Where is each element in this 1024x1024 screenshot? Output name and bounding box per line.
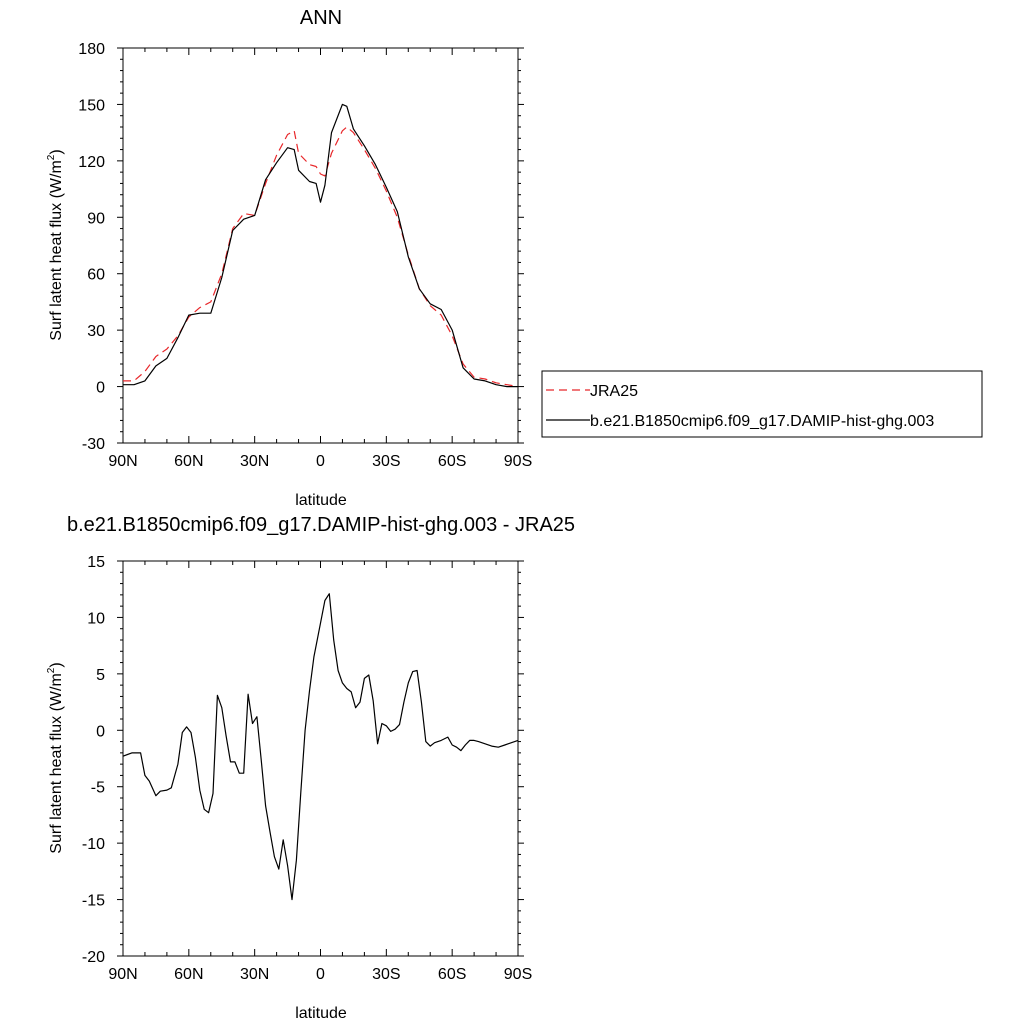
bottom-chart-title: b.e21.B1850cmip6.f09_g17.DAMIP-hist-ghg.… [67,514,575,536]
bottom-x-tick-label: 30S [372,966,400,983]
legend-label-model: b.e21.B1850cmip6.f09_g17.DAMIP-hist-ghg.… [590,413,934,430]
top-series-lines [123,103,519,388]
bottom-x-tick-label: 0 [316,966,325,983]
top-x-tick-label: 60S [438,453,466,470]
top-y-tick-label: 120 [78,154,105,171]
bottom-x-tick-label: 90S [504,966,532,983]
bottom-y-tick-label: 5 [96,667,105,684]
top-x-tick-label: 30S [372,453,400,470]
top-x-tick-label: 0 [316,453,325,470]
bottom-y-tick-label: 0 [96,723,105,740]
bottom-y-tick-label: -5 [91,780,105,797]
bottom-panel: b.e21.B1850cmip6.f09_g17.DAMIP-hist-ghg.… [46,514,575,1022]
top-x-axis-label: latitude [295,492,347,509]
top-x-tick-label: 90S [504,453,532,470]
bottom-x-tick-label: 60N [174,966,203,983]
top-series-line-0 [123,126,519,388]
bottom-y-tick-label: 15 [87,554,105,571]
top-y-tick-label: 30 [87,323,105,340]
top-plot-frame [122,47,519,444]
legend-box [541,370,983,438]
bottom-x-tick-label: 30N [240,966,269,983]
bottom-y-tick-label: -15 [82,893,105,910]
legend-label-jra25: JRA25 [590,383,638,400]
top-axis-ticks: 90N 60N 30N 0 30S 60S 90S -30 0 30 60 90 120 150 180 [78,41,532,470]
bottom-x-axis-label: latitude [295,1005,347,1022]
top-y-tick-label: 180 [78,41,105,58]
top-y-tick-label: 150 [78,97,105,114]
bottom-y-tick-label: -20 [82,949,105,966]
bottom-series-lines [122,593,519,901]
top-y-tick-label: 0 [96,380,105,397]
top-panel: ANN 90N 60N 30N 0 30S 60S 90S -30 0 30 60 90 120 150 1… [46,7,532,509]
top-chart-title: ANN [300,7,342,29]
bottom-y-tick-label: 10 [87,610,105,627]
bottom-y-tick-label: -10 [82,836,105,853]
bottom-y-axis-label: Surf latent heat flux (W/m2) [46,662,65,853]
top-x-tick-label: 90N [108,453,137,470]
top-x-tick-label: 30N [240,453,269,470]
bottom-x-tick-label: 60S [438,966,466,983]
bottom-x-tick-label: 90N [108,966,137,983]
top-x-tick-label: 60N [174,453,203,470]
bottom-series-line-0 [122,593,519,901]
top-series-line-1 [123,103,518,388]
top-y-tick-label: -30 [82,436,105,453]
bottom-axis-ticks: 90N 60N 30N 0 30S 60S 90S -20 -15 -10 -5 0 5 10 15 [82,554,532,983]
legend: JRA25 b.e21.B1850cmip6.f09_g17.DAMIP-his… [541,370,983,438]
top-y-tick-label: 60 [87,267,105,284]
top-y-axis-label: Surf latent heat flux (W/m2) [46,149,65,340]
top-y-tick-label: 90 [87,210,105,227]
